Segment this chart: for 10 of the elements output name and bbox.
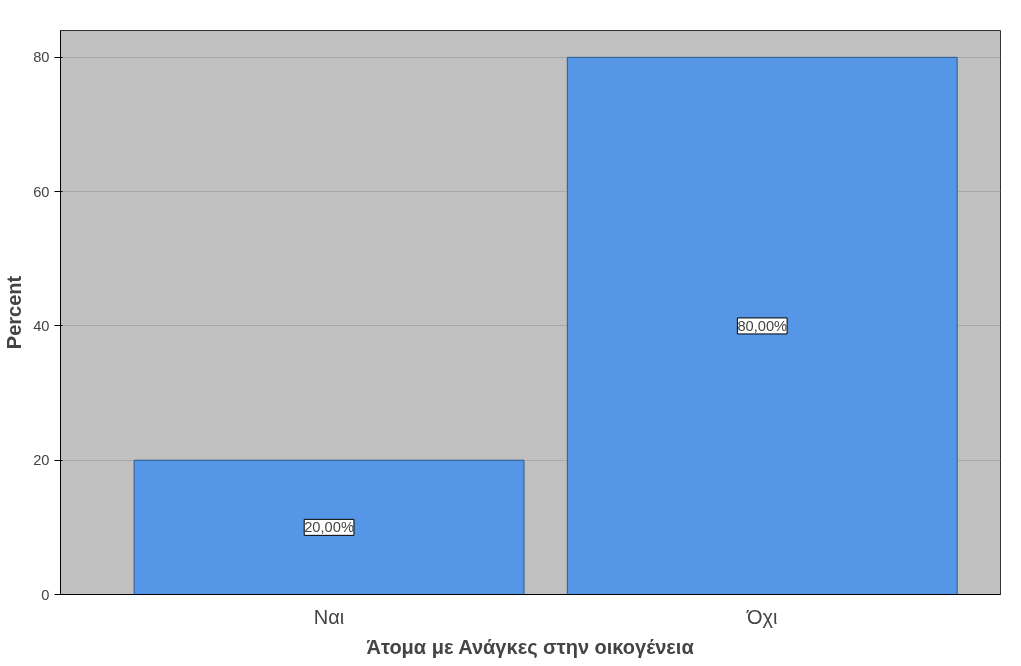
x-axis-title: Άτομα με Ανάγκες στην οικογένεια	[366, 635, 695, 658]
data-label: 80,00%	[737, 317, 788, 334]
x-tick-label: Ναι	[313, 605, 345, 628]
y-axis-title: Percent	[3, 275, 26, 350]
y-tick-label: 0	[41, 586, 50, 603]
y-tick-label: 40	[33, 317, 50, 334]
x-tick-label: Όχι	[746, 605, 778, 628]
y-tick-label: 60	[33, 183, 50, 200]
y-tick-label: 80	[33, 49, 50, 66]
y-tick-label: 20	[33, 452, 50, 469]
